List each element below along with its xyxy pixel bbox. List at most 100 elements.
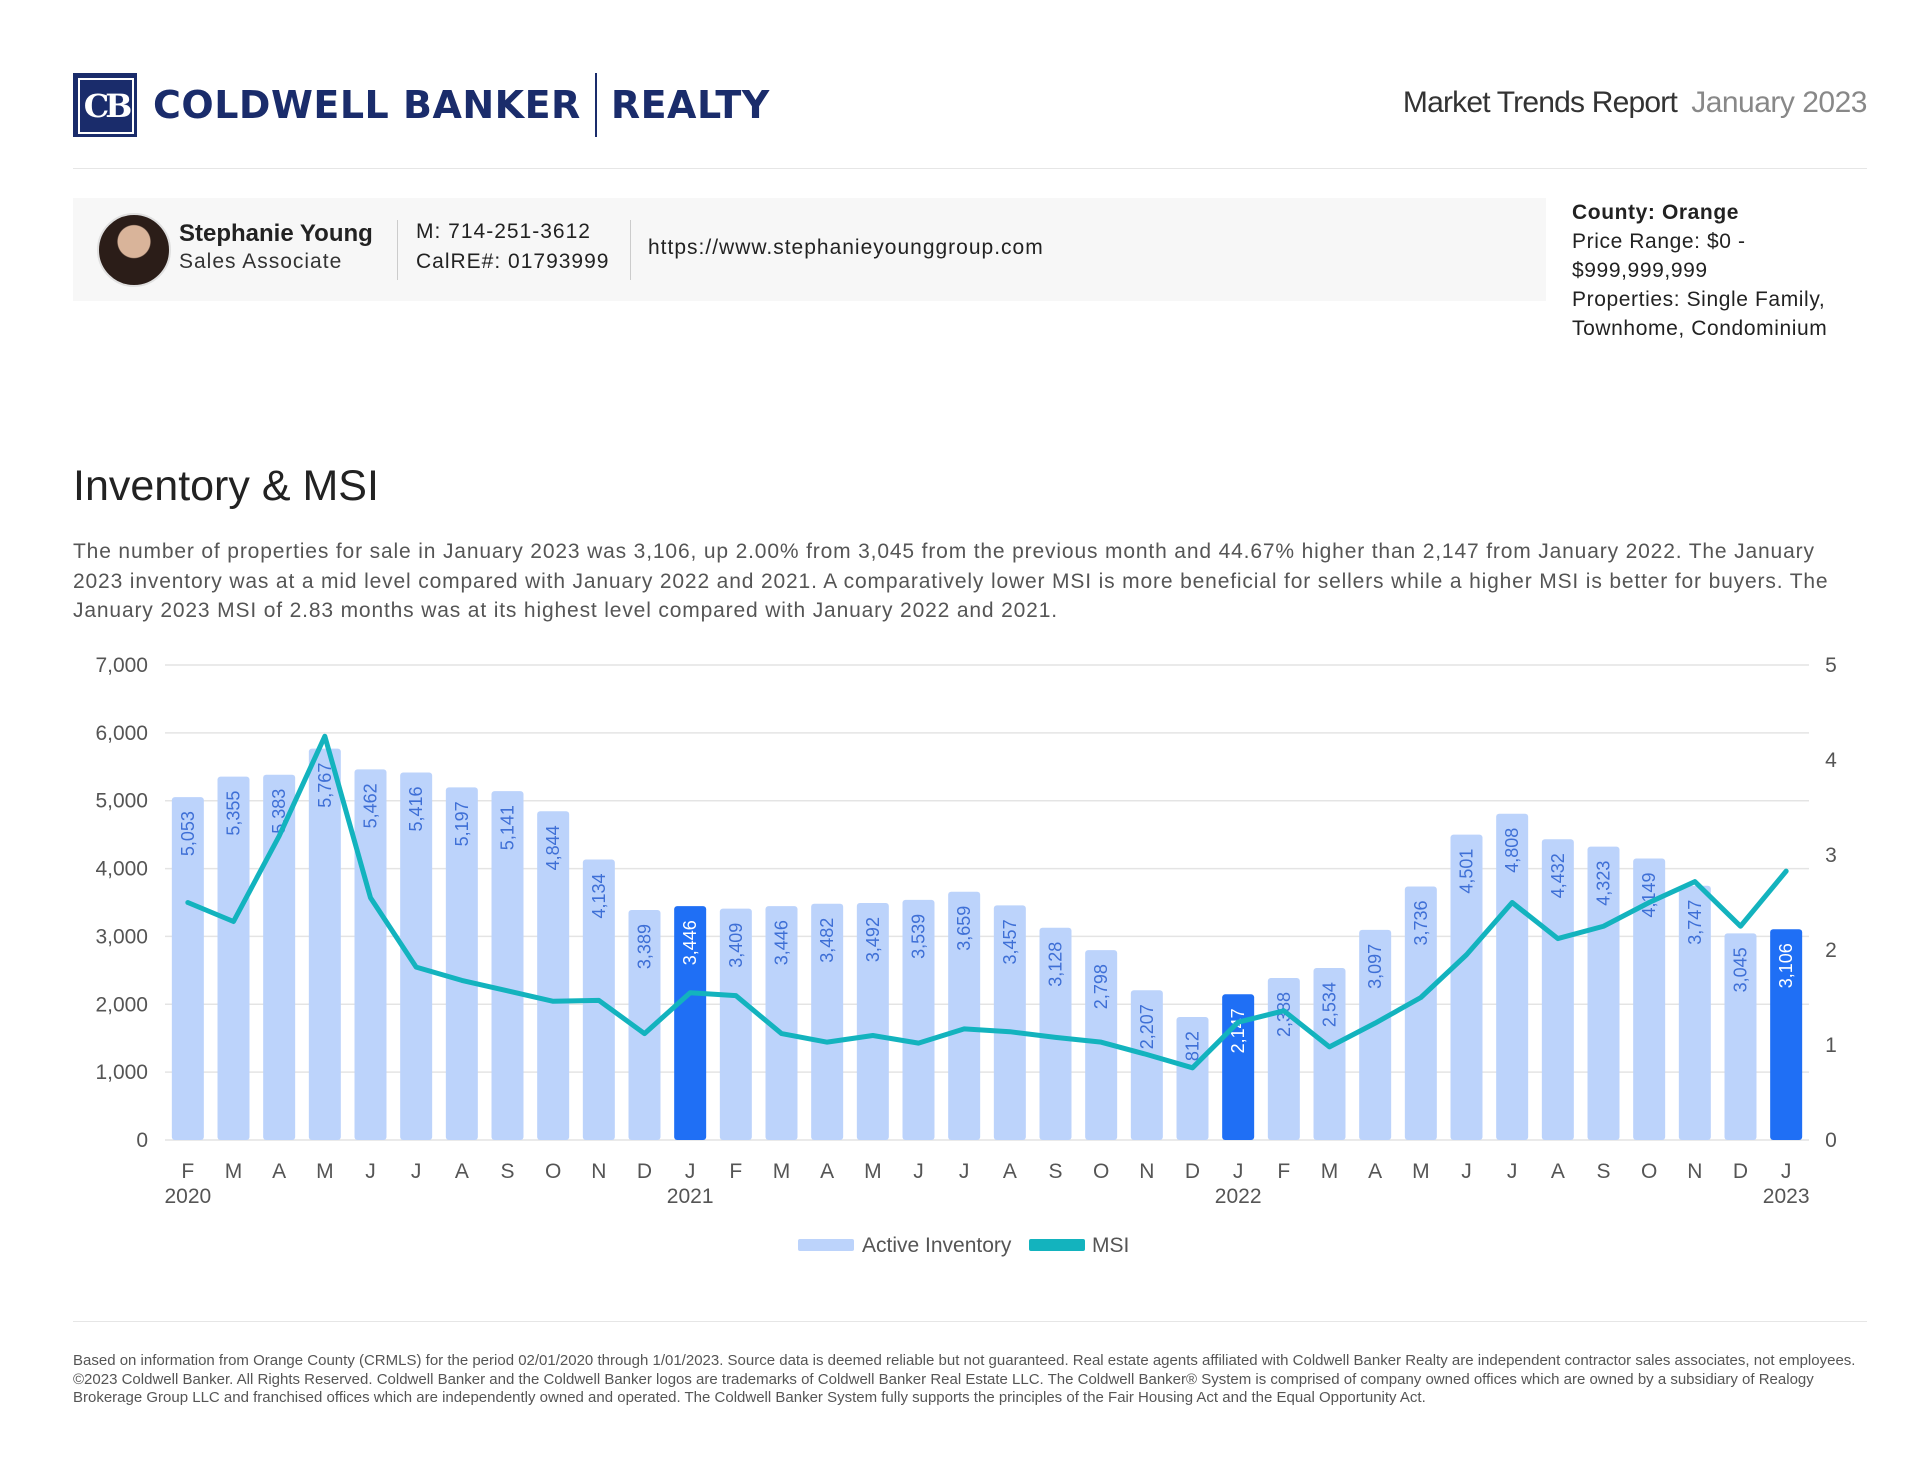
x-tick-label: M	[864, 1160, 882, 1183]
report-header: CB COLDWELL BANKER REALTY Market Trends …	[73, 72, 1867, 169]
disclaimer: Based on information from Orange County …	[73, 1352, 1856, 1406]
x-tick-label: J	[1461, 1160, 1472, 1183]
bar-value-label: 4,134	[589, 873, 609, 918]
bar-value-label: 3,736	[1411, 900, 1431, 945]
report-criteria: County: Orange Price Range: $0 - $999,99…	[1572, 198, 1872, 343]
x-tick-label: A	[1551, 1160, 1565, 1183]
x-tick-label: J	[411, 1160, 422, 1183]
x-tick-label: D	[1733, 1160, 1748, 1183]
x-tick-label: S	[500, 1160, 514, 1183]
x-tick-label: F	[181, 1160, 194, 1183]
bar-value-label: 3,409	[726, 923, 746, 968]
y-left-tick-label: 0	[136, 1129, 148, 1152]
inventory-bar	[1130, 990, 1163, 1140]
avatar	[97, 213, 171, 287]
footer-divider	[73, 1321, 1867, 1322]
bar-value-label: 5,462	[361, 783, 381, 828]
inventory-bar	[1359, 929, 1392, 1140]
bar-value-label: 3,457	[1000, 919, 1020, 964]
bar-value-label: 2,207	[1137, 1004, 1157, 1049]
inventory-bar	[537, 811, 570, 1140]
brand-logo[interactable]: CB COLDWELL BANKER REALTY	[73, 72, 770, 138]
inventory-bar	[765, 906, 798, 1140]
bar-value-label: 4,432	[1548, 853, 1568, 898]
x-tick-label: M	[225, 1160, 243, 1183]
inventory-bar	[948, 891, 981, 1140]
bar-value-label: 2,798	[1091, 964, 1111, 1009]
y-left-tick-label: 7,000	[95, 654, 148, 677]
x-tick-label: S	[1596, 1160, 1610, 1183]
logo-mark-icon: CB	[73, 73, 137, 137]
x-tick-label: D	[1185, 1160, 1200, 1183]
x-tick-label: N	[591, 1160, 606, 1183]
inventory-bar	[1404, 886, 1437, 1140]
inventory-bar	[1678, 885, 1711, 1140]
x-tick-label: N	[1687, 1160, 1702, 1183]
inventory-bar	[719, 908, 752, 1140]
inventory-bar	[993, 905, 1026, 1140]
legend-label-inventory: Active Inventory	[862, 1234, 1012, 1257]
y-left-tick-label: 2,000	[95, 993, 148, 1016]
bar-value-label: 4,149	[1639, 872, 1659, 917]
x-tick-label: J	[685, 1160, 696, 1183]
x-tick-label: N	[1139, 1160, 1154, 1183]
agent-role: Sales Associate	[179, 250, 343, 273]
inventory-bar	[308, 748, 341, 1140]
legend-swatch-inventory	[798, 1239, 854, 1251]
x-tick-label: M	[1321, 1160, 1339, 1183]
x-tick-label: O	[1641, 1160, 1657, 1183]
y-right-tick-label: 0	[1825, 1129, 1837, 1152]
inventory-bar	[1313, 968, 1346, 1140]
bar-value-label: 812	[1183, 1031, 1203, 1061]
section-title: Inventory & MSI	[73, 462, 379, 510]
report-date: January 2023	[1691, 86, 1867, 119]
bar-value-label: 3,539	[909, 914, 929, 959]
y-right-tick-label: 4	[1825, 749, 1837, 772]
y-right-tick-label: 2	[1825, 939, 1837, 962]
divider	[630, 220, 631, 280]
y-left-tick-label: 3,000	[95, 925, 148, 948]
inventory-bar	[1541, 839, 1574, 1140]
x-tick-label: A	[1368, 1160, 1382, 1183]
brand-name: COLDWELL BANKER	[153, 83, 581, 127]
x-tick-label: D	[637, 1160, 652, 1183]
inventory-msi-chart: 0 1,000 2,000 3,000 4,000 5,000 6,000 7,000 0 1 2 3…	[95, 654, 1837, 1257]
inventory-bar	[1176, 1017, 1209, 1140]
agent-phone[interactable]: M: 714-251-3612	[416, 220, 591, 243]
bar-value-label: 3,106	[1776, 943, 1796, 988]
x-tick-label: J	[913, 1160, 924, 1183]
bar-value-label: 5,197	[452, 801, 472, 846]
bar-value-label: 3,482	[817, 918, 837, 963]
x-tick-label: S	[1048, 1160, 1062, 1183]
inventory-bar	[1496, 813, 1529, 1140]
inventory-bar	[902, 899, 935, 1140]
bar-value-label: 3,492	[863, 917, 883, 962]
bar-value-label: 5,383	[269, 789, 289, 834]
bar-value-label: 3,747	[1685, 900, 1705, 945]
legend-label-msi: MSI	[1092, 1234, 1129, 1257]
price-range-filter: Price Range: $0 - $999,999,999	[1572, 230, 1746, 282]
bar-value-label: 4,501	[1457, 849, 1477, 894]
x-tick-label: A	[455, 1160, 469, 1183]
inventory-bar	[856, 903, 889, 1140]
logo-monogram: CB	[78, 78, 134, 134]
inventory-bar	[674, 906, 707, 1140]
inventory-bar	[1633, 858, 1666, 1140]
x-tick-label: A	[820, 1160, 834, 1183]
county-filter: County: Orange	[1572, 201, 1740, 224]
property-type-filter: Properties: Single Family, Townhome, Con…	[1572, 288, 1828, 340]
x-tick-label: M	[1412, 1160, 1430, 1183]
bar-value-label: 4,808	[1502, 828, 1522, 873]
agent-website-link[interactable]: https://www.stephanieyounggroup.com	[648, 236, 1044, 259]
y-right-tick-label: 5	[1825, 654, 1837, 677]
inventory-bar	[217, 776, 250, 1140]
bar-value-label: 3,446	[680, 920, 700, 965]
x-year-label: 2022	[1215, 1185, 1262, 1208]
x-tick-label: J	[959, 1160, 970, 1183]
inventory-bar	[1450, 834, 1483, 1140]
report-title: Market Trends Report	[1402, 86, 1678, 119]
y-left-tick-label: 1,000	[95, 1061, 148, 1084]
y-right-tick-label: 1	[1825, 1034, 1837, 1057]
bar-value-label: 2,388	[1274, 992, 1294, 1037]
x-year-label: 2021	[667, 1185, 714, 1208]
